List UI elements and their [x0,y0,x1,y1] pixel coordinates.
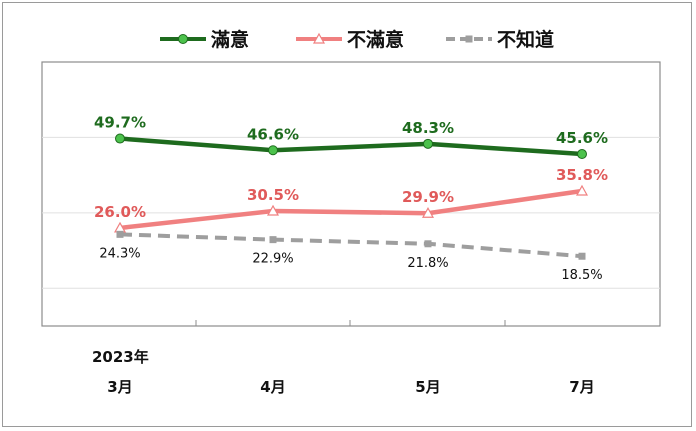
series-markers [113,133,589,260]
legend-marker [465,35,473,43]
data-labels: 49.7% 46.6% 48.3% 45.6% 26.0% 30.5% 29.9% 35.8%… [94,114,608,284]
series-line-3 [119,232,583,259]
data-point [115,133,125,144]
legend-label: 滿意 [211,28,249,51]
data-label: 48.3% [402,119,454,137]
x-axis: 2023年 3月 4月 5月 7月 [92,348,595,396]
data-point [268,145,278,156]
data-label: 24.3% [99,246,140,261]
legend-item-2: 不滿意 [296,28,404,51]
series-lines [119,136,583,259]
x-tick-label: 4月 [260,378,285,396]
data-label: 35.8% [556,166,608,184]
data-label: 21.8% [407,256,448,271]
year-label: 2023年 [92,348,149,366]
legend-item-1: 滿意 [160,28,249,51]
data-label: 45.6% [556,129,608,147]
data-label: 29.9% [402,188,454,206]
data-point [423,138,433,149]
data-point [116,230,124,238]
data-label: 18.5% [561,268,602,283]
data-label: 22.9% [252,252,293,267]
data-label: 30.5% [247,186,299,204]
x-tick-label: 5月 [415,378,440,396]
legend: 滿意 不滿意 不知道 [160,28,554,51]
legend-marker [312,32,326,44]
series-line-1 [119,136,583,157]
x-tick-label: 3月 [107,378,132,396]
data-label: 26.0% [94,203,146,221]
data-point [269,236,277,244]
data-point [266,204,280,216]
legend-item-3: 不知道 [446,28,554,51]
data-point [578,252,586,260]
legend-label: 不滿意 [347,28,404,51]
series-line-2 [119,188,583,231]
data-point [424,240,432,248]
data-label: 46.6% [247,125,299,143]
data-point [421,206,435,218]
data-point [577,149,587,160]
x-tick-label: 7月 [569,378,594,396]
legend-label: 不知道 [497,28,554,51]
data-point [575,184,589,196]
legend-marker [178,34,188,44]
data-label: 49.7% [94,114,146,132]
